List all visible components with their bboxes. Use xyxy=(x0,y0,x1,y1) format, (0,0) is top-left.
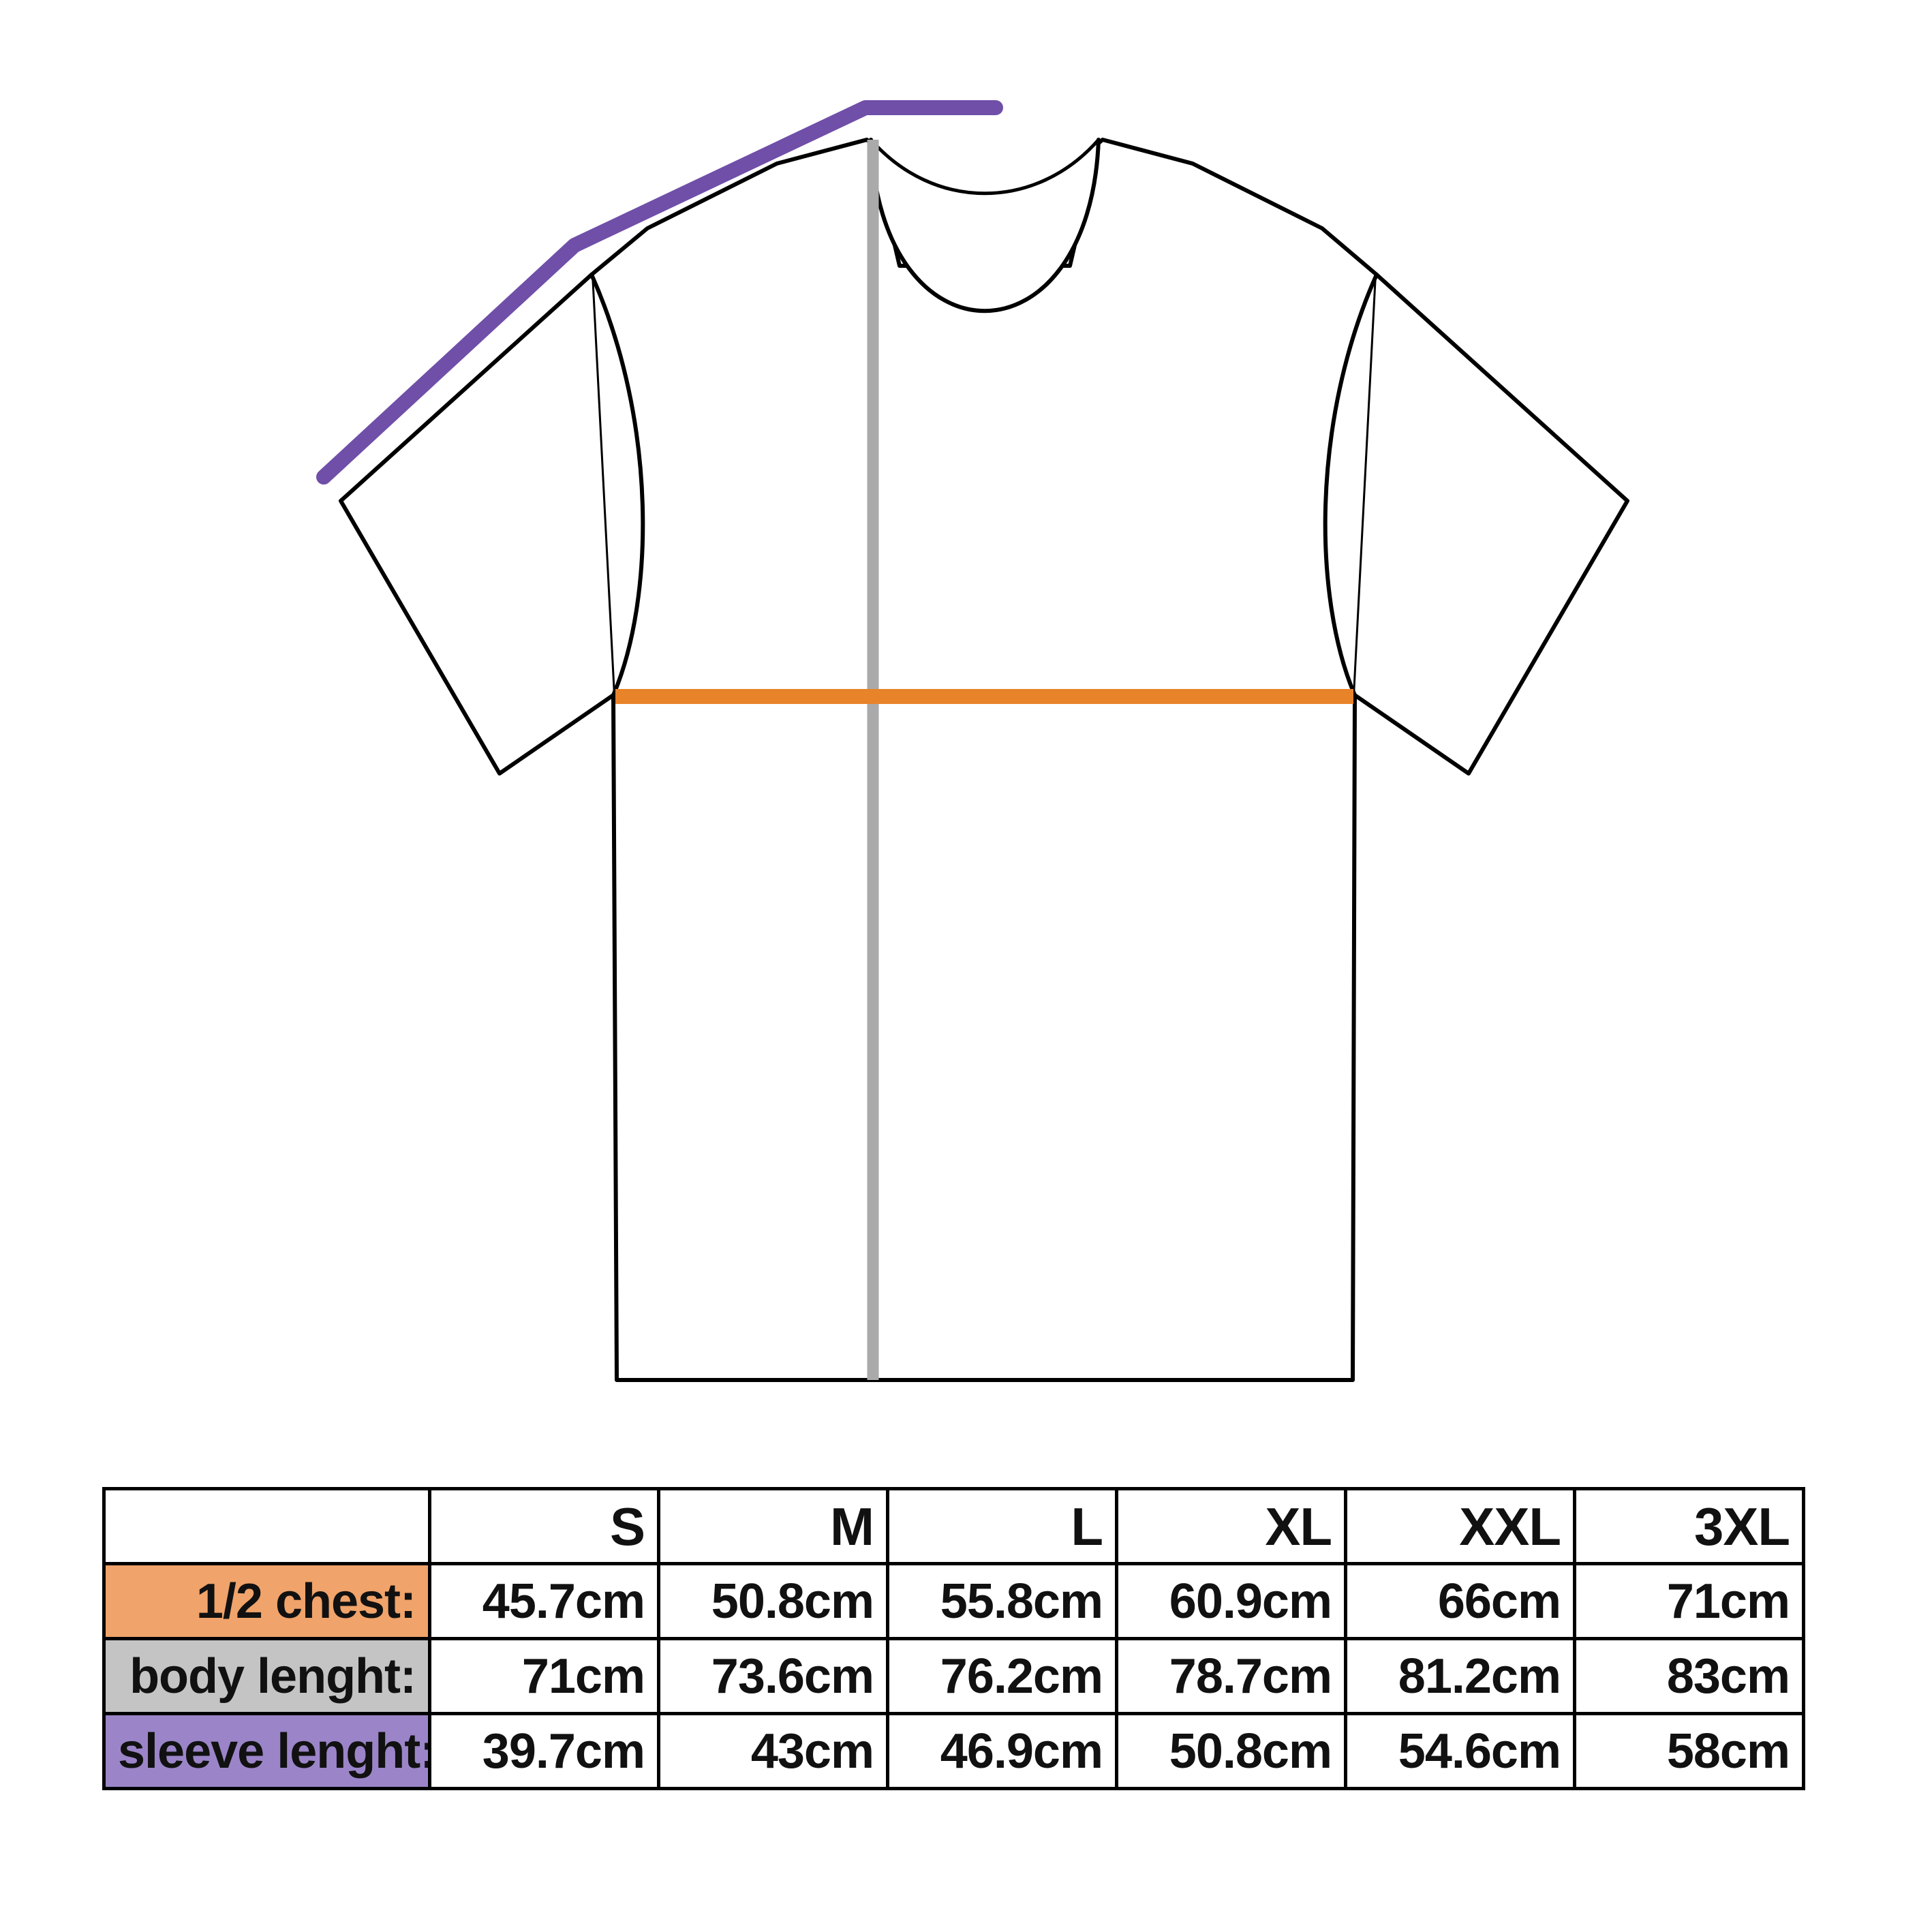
cell-half-chest-3xl: 71cm xyxy=(1573,1562,1805,1640)
collar-top-arc xyxy=(869,138,1101,196)
row-label-sleeve-length: sleeve lenght: xyxy=(102,1712,431,1790)
cell-sleeve-length-s: 39.7cm xyxy=(428,1712,660,1790)
header-size-3xl: 3XL xyxy=(1573,1487,1805,1565)
cell-half-chest-s: 45.7cm xyxy=(428,1562,660,1640)
left-armhole-seam xyxy=(589,273,645,697)
header-size-xl: XL xyxy=(1115,1487,1347,1565)
cell-body-length-s: 71cm xyxy=(428,1637,660,1715)
row-label-half-chest: 1/2 chest: xyxy=(102,1562,431,1640)
header-size-s: S xyxy=(428,1487,660,1565)
tshirt-body-outline xyxy=(589,138,1379,1382)
table-row-body-length: body lenght: 71cm 73.6cm 76.2cm 78.7cm 8… xyxy=(102,1637,1805,1715)
right-sleeve-outline xyxy=(1353,273,1629,776)
cell-half-chest-xxl: 66cm xyxy=(1344,1562,1576,1640)
table-row-half-chest: 1/2 chest: 45.7cm 50.8cm 55.8cm 60.9cm 6… xyxy=(102,1562,1805,1640)
cell-sleeve-length-m: 43cm xyxy=(657,1712,889,1790)
cell-half-chest-xl: 60.9cm xyxy=(1115,1562,1347,1640)
tshirt-illustration xyxy=(316,100,1629,1382)
cell-sleeve-length-xxl: 54.6cm xyxy=(1344,1712,1576,1790)
cell-body-length-m: 73.6cm xyxy=(657,1637,889,1715)
row-label-body-length: body lenght: xyxy=(102,1637,431,1715)
size-table-body: 1/2 chest: 45.7cm 50.8cm 55.8cm 60.9cm 6… xyxy=(102,1562,1805,1790)
cell-sleeve-length-3xl: 58cm xyxy=(1573,1712,1805,1790)
left-sleeve-outline xyxy=(339,273,615,776)
size-table: S M L XL XXL 3XL 1/2 chest: 45.7cm 50.8c… xyxy=(102,1487,1805,1790)
cell-half-chest-m: 50.8cm xyxy=(657,1562,889,1640)
header-size-xxl: XXL xyxy=(1344,1487,1576,1565)
header-blank-cell xyxy=(102,1487,431,1565)
table-header-row: S M L XL XXL 3XL xyxy=(102,1487,1805,1565)
cell-sleeve-length-l: 46.9cm xyxy=(886,1712,1118,1790)
cell-body-length-l: 76.2cm xyxy=(886,1637,1118,1715)
header-size-l: L xyxy=(886,1487,1118,1565)
table-row-sleeve-length: sleeve lenght: 39.7cm 43cm 46.9cm 50.8cm… xyxy=(102,1712,1805,1790)
size-table-head: S M L XL XXL 3XL xyxy=(102,1487,1805,1565)
header-size-m: M xyxy=(657,1487,889,1565)
right-armhole-seam xyxy=(1323,273,1379,697)
cell-body-length-3xl: 83cm xyxy=(1573,1637,1805,1715)
cell-half-chest-l: 55.8cm xyxy=(886,1562,1118,1640)
cell-sleeve-length-xl: 50.8cm xyxy=(1115,1712,1347,1790)
sleeve-length-line xyxy=(316,100,1003,485)
cell-body-length-xxl: 81.2cm xyxy=(1344,1637,1576,1715)
cell-body-length-xl: 78.7cm xyxy=(1115,1637,1347,1715)
size-table-container: S M L XL XXL 3XL 1/2 chest: 45.7cm 50.8c… xyxy=(102,1487,1805,1790)
tshirt-svg xyxy=(316,100,1629,1382)
